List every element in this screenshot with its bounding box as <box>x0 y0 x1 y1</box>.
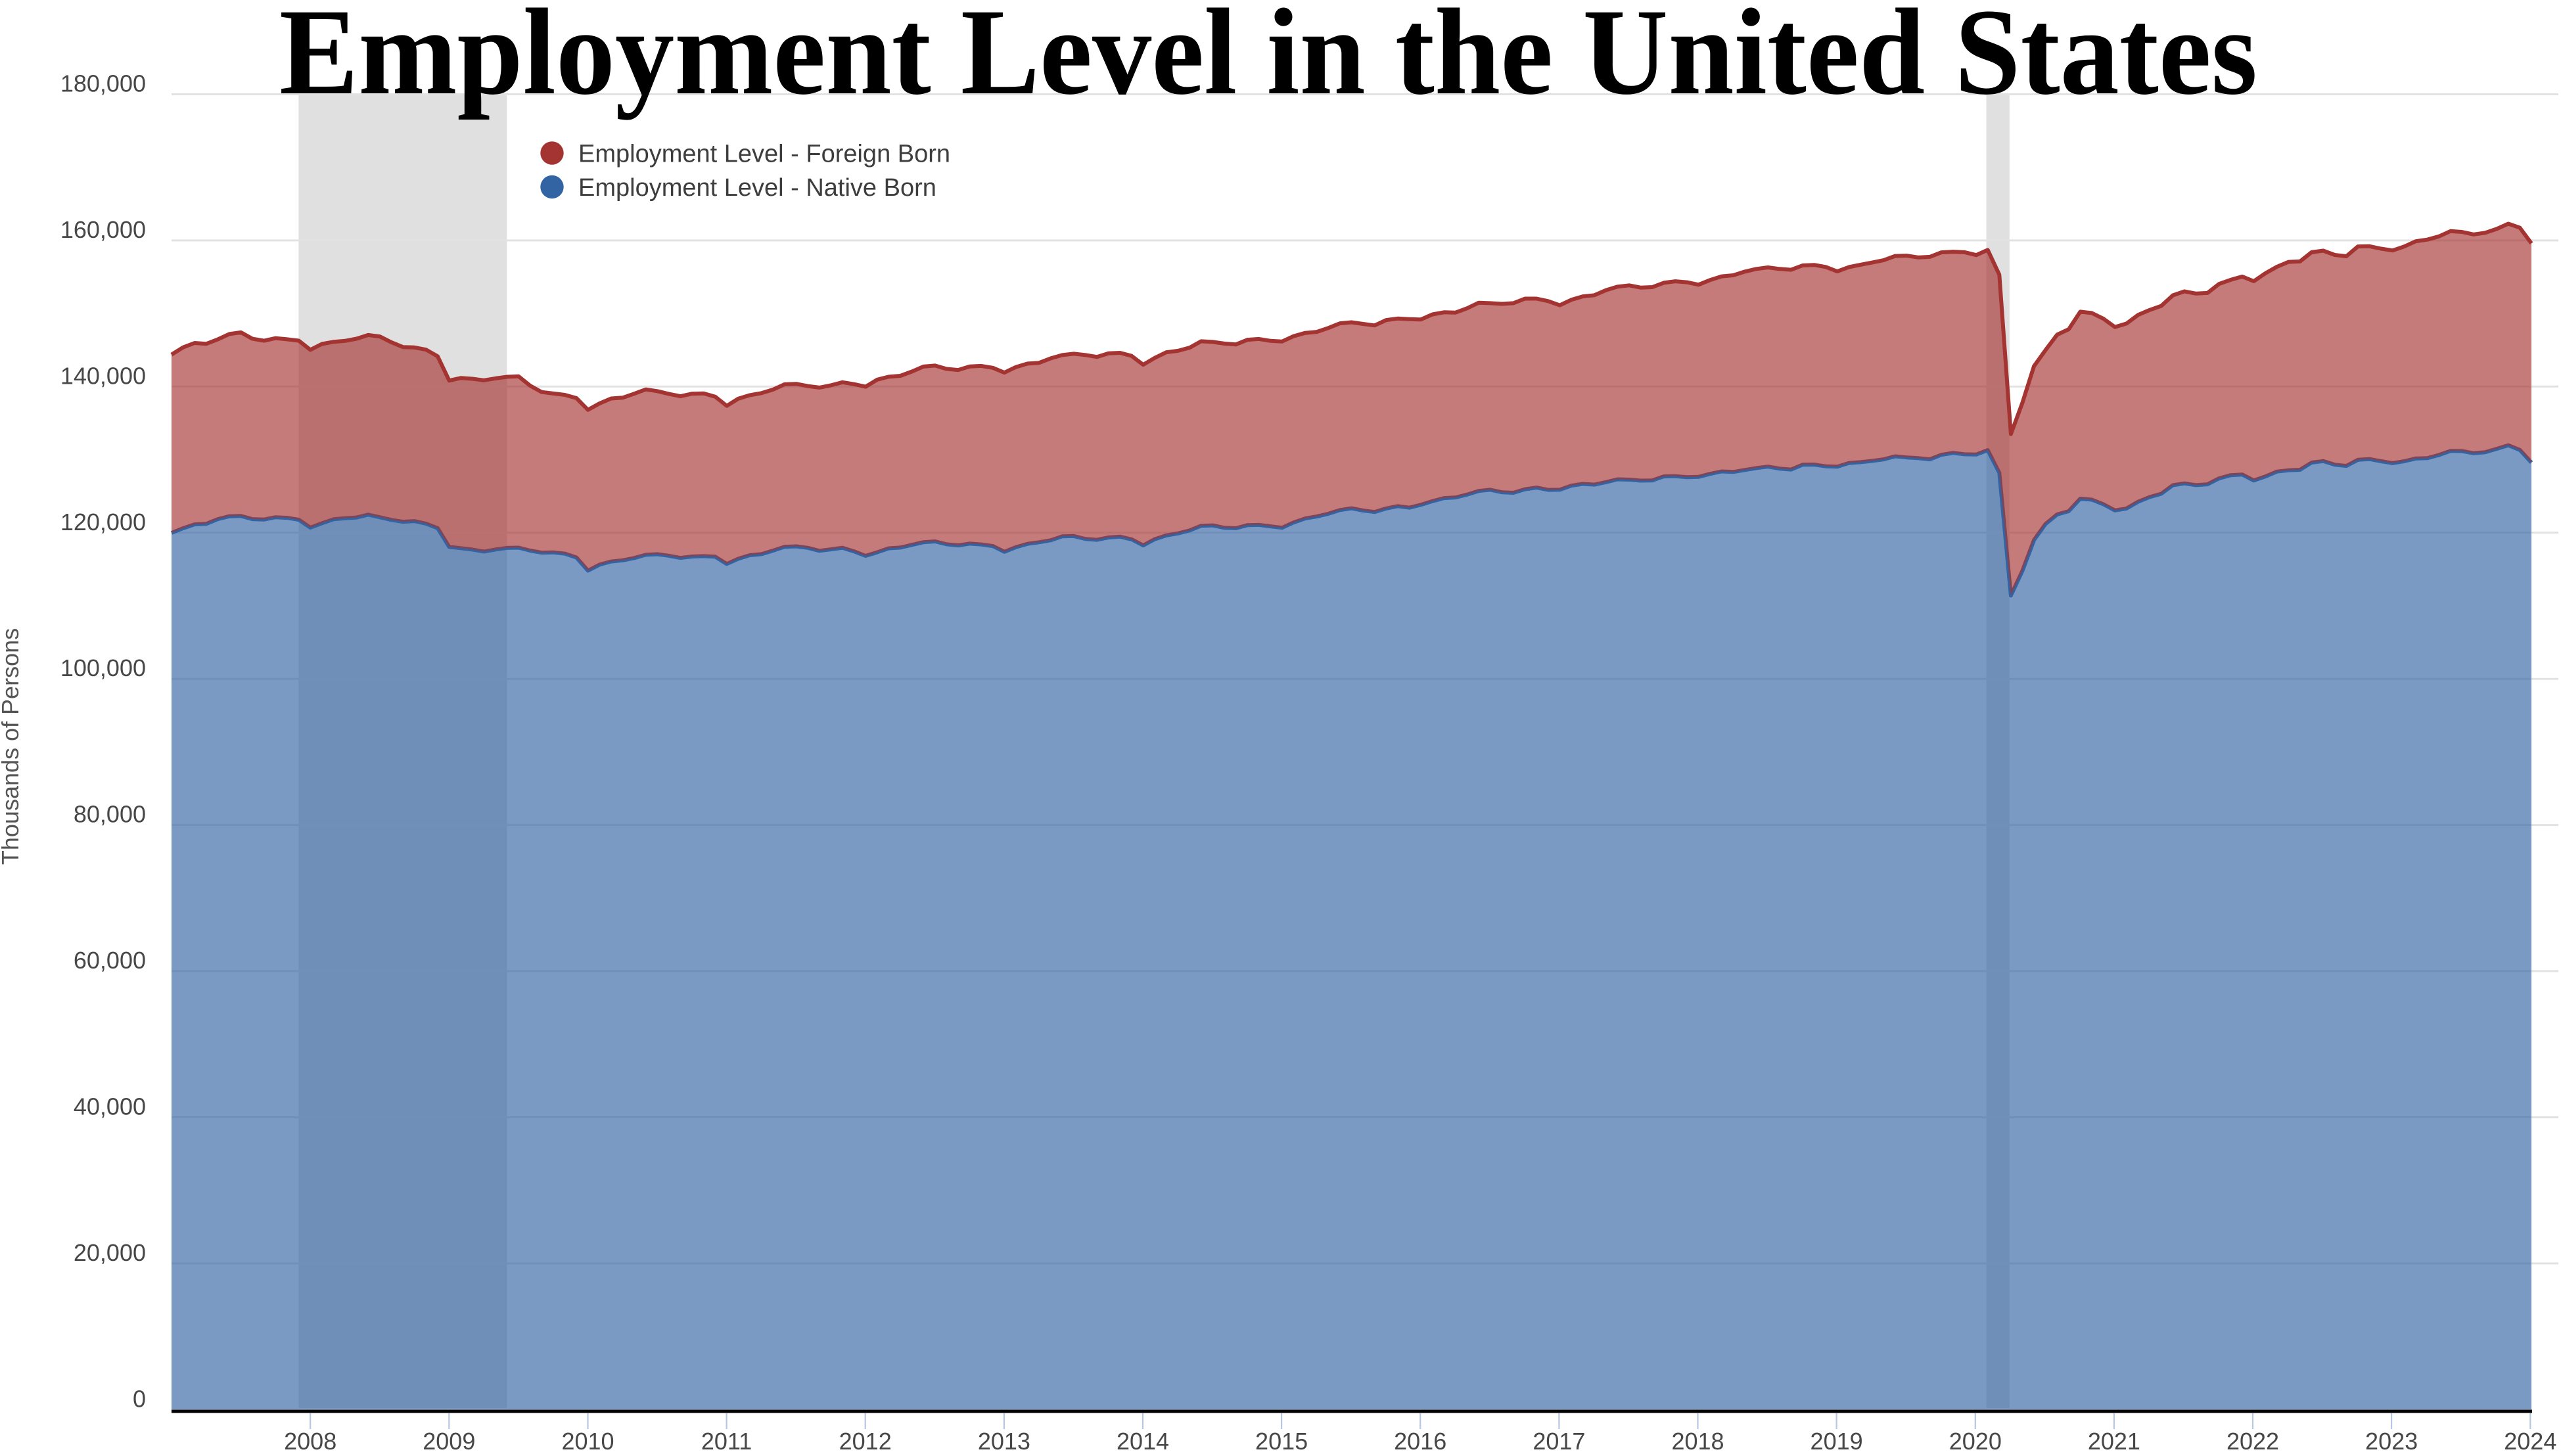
svg-text:Employment Level - Native Born: Employment Level - Native Born <box>578 174 936 202</box>
svg-text:2019: 2019 <box>1811 1428 1863 1453</box>
svg-text:80,000: 80,000 <box>74 801 146 828</box>
svg-text:2008: 2008 <box>284 1428 336 1453</box>
svg-text:2020: 2020 <box>1949 1428 2002 1453</box>
svg-text:Employment Level - Foreign Bor: Employment Level - Foreign Born <box>578 141 950 168</box>
svg-text:2017: 2017 <box>1533 1428 1585 1453</box>
svg-text:2021: 2021 <box>2088 1428 2140 1453</box>
svg-text:60,000: 60,000 <box>74 947 146 974</box>
svg-text:Employment Level in the United: Employment Level in the United States <box>279 0 2257 120</box>
svg-text:2016: 2016 <box>1394 1428 1446 1453</box>
svg-text:2009: 2009 <box>423 1428 475 1453</box>
svg-text:180,000: 180,000 <box>60 70 146 97</box>
svg-text:2012: 2012 <box>839 1428 892 1453</box>
svg-text:2011: 2011 <box>701 1428 752 1453</box>
svg-text:160,000: 160,000 <box>60 216 146 243</box>
svg-text:2013: 2013 <box>978 1428 1030 1453</box>
svg-text:100,000: 100,000 <box>60 654 146 681</box>
svg-text:120,000: 120,000 <box>60 509 146 535</box>
svg-text:2023: 2023 <box>2365 1428 2418 1453</box>
svg-text:0: 0 <box>133 1385 146 1412</box>
svg-text:40,000: 40,000 <box>74 1093 146 1120</box>
svg-text:140,000: 140,000 <box>60 362 146 389</box>
svg-text:20,000: 20,000 <box>74 1239 146 1266</box>
svg-text:2022: 2022 <box>2226 1428 2279 1453</box>
svg-text:2015: 2015 <box>1255 1428 1308 1453</box>
svg-text:2018: 2018 <box>1671 1428 1724 1453</box>
svg-text:Thousands of Persons: Thousands of Persons <box>0 628 24 865</box>
svg-text:2010: 2010 <box>561 1428 614 1453</box>
svg-text:2014: 2014 <box>1117 1428 1169 1453</box>
svg-text:2024: 2024 <box>2504 1428 2556 1453</box>
